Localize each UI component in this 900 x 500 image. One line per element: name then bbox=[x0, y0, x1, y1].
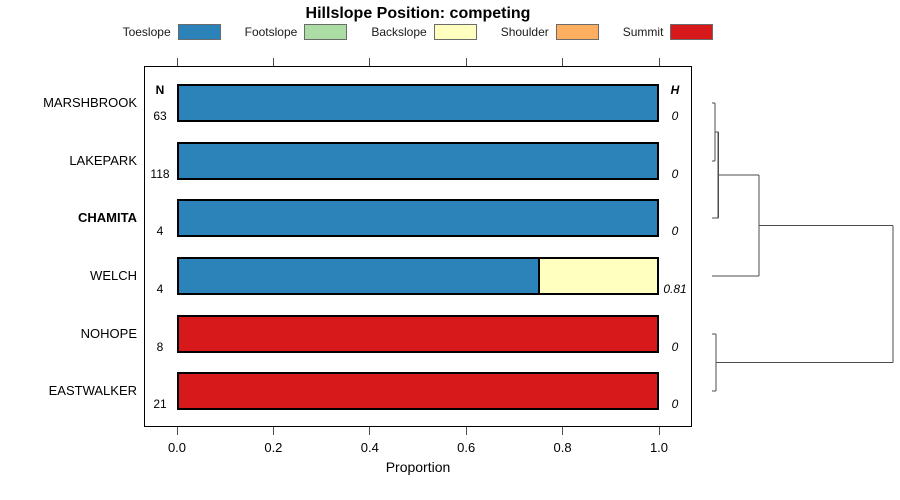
legend: Toeslope Footslope Backslope Shoulder Summit bbox=[0, 24, 836, 40]
legend-swatch bbox=[433, 24, 477, 40]
h-value: 0 bbox=[671, 224, 679, 238]
bar-segment-toeslope bbox=[179, 144, 657, 178]
bar-segment-summit bbox=[179, 317, 657, 351]
x-axis-tick bbox=[176, 427, 178, 435]
bar-row bbox=[177, 84, 659, 122]
site-label: EASTWALKER bbox=[48, 383, 137, 398]
x-axis-tick-label: 0.4 bbox=[360, 440, 379, 455]
x-axis-title: Proportion bbox=[385, 459, 451, 475]
n-value: 63 bbox=[153, 109, 167, 123]
x-axis-tick bbox=[272, 58, 274, 66]
x-axis-tick-label: 1.0 bbox=[649, 440, 669, 455]
legend-label: Shoulder bbox=[500, 25, 549, 39]
h-value: 0 bbox=[671, 397, 679, 411]
x-axis-tick bbox=[562, 427, 564, 435]
site-label: MARSHBROOK bbox=[43, 95, 137, 110]
legend-swatch bbox=[177, 24, 221, 40]
x-axis-tick bbox=[369, 427, 371, 435]
legend-item: Toeslope bbox=[123, 24, 221, 40]
site-label: NOHOPE bbox=[80, 326, 137, 341]
x-axis-tick bbox=[176, 58, 178, 66]
x-axis-tick bbox=[465, 58, 467, 66]
bar-row bbox=[177, 142, 659, 180]
bar-segment-summit bbox=[179, 374, 657, 408]
site-label: CHAMITA bbox=[78, 210, 137, 225]
bar-row bbox=[177, 257, 659, 295]
h-value: 0.81 bbox=[663, 282, 687, 296]
h-value: 0 bbox=[671, 340, 679, 354]
x-axis-tick-label: 0.0 bbox=[167, 440, 187, 455]
plot-area bbox=[144, 66, 692, 427]
legend-label: Summit bbox=[622, 25, 664, 39]
x-axis-tick bbox=[369, 58, 371, 66]
legend-item: Backslope bbox=[371, 24, 477, 40]
n-value: 8 bbox=[156, 340, 164, 354]
x-axis-tick bbox=[658, 427, 660, 435]
x-axis-tick-label: 0.2 bbox=[264, 440, 283, 455]
x-axis-tick bbox=[658, 58, 660, 66]
n-value: 118 bbox=[150, 167, 170, 181]
h-value: 0 bbox=[671, 167, 679, 181]
bar-segment-backslope bbox=[537, 259, 657, 293]
legend-label: Toeslope bbox=[122, 25, 171, 39]
bar-row bbox=[177, 199, 659, 237]
site-label: WELCH bbox=[90, 268, 137, 283]
bar-row bbox=[177, 372, 659, 410]
legend-item: Footslope bbox=[245, 24, 348, 40]
n-value: 4 bbox=[156, 224, 164, 238]
legend-swatch bbox=[670, 24, 714, 40]
h-value: 0 bbox=[671, 109, 679, 123]
legend-swatch bbox=[304, 24, 348, 40]
n-value: 4 bbox=[156, 282, 164, 296]
x-axis-tick-label: 0.6 bbox=[457, 440, 476, 455]
x-axis-tick bbox=[272, 427, 274, 435]
n-column-header: N bbox=[155, 83, 165, 97]
n-value: 21 bbox=[153, 397, 167, 411]
legend-item: Shoulder bbox=[501, 24, 599, 40]
legend-label: Backslope bbox=[371, 25, 427, 39]
site-label: LAKEPARK bbox=[69, 153, 137, 168]
h-column-header: H bbox=[670, 83, 680, 97]
x-axis-tick bbox=[562, 58, 564, 66]
bar-segment-toeslope bbox=[179, 86, 657, 120]
legend-item: Summit bbox=[623, 24, 714, 40]
bar-segment-toeslope bbox=[179, 201, 657, 235]
bar-segment-toeslope bbox=[179, 259, 538, 293]
chart-title: Hillslope Position: competing bbox=[305, 5, 531, 22]
legend-label: Footslope bbox=[244, 25, 298, 39]
legend-swatch bbox=[555, 24, 599, 40]
x-axis-tick-label: 0.8 bbox=[553, 440, 572, 455]
bar-row bbox=[177, 315, 659, 353]
x-axis-tick bbox=[465, 427, 467, 435]
